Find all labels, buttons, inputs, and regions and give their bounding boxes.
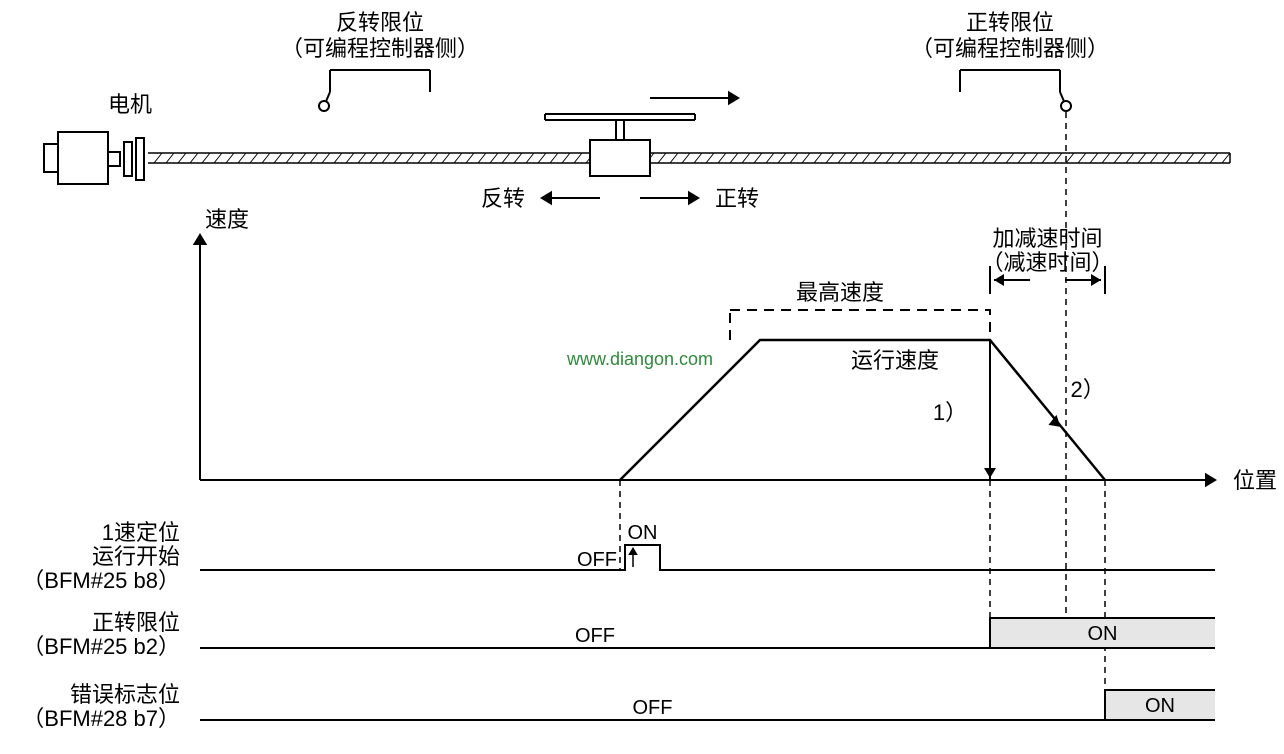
mark-2: 2）: [1071, 377, 1105, 402]
reverse-label: 反转: [481, 186, 525, 211]
max-speed-curve: [730, 310, 990, 340]
mark-1: 1）: [933, 400, 967, 425]
position-axis-label: 位置: [1233, 468, 1277, 493]
motor-label: 电机: [108, 92, 152, 117]
watermark-text: www.diangon.com: [566, 349, 713, 369]
max-speed-label: 最高速度: [796, 280, 884, 305]
limit-subtitle: （可编程控制器侧）: [911, 36, 1109, 61]
carriage-icon: [590, 120, 650, 176]
signal-label: 1速定位: [102, 520, 180, 545]
limit-title: 正转限位: [966, 10, 1054, 35]
decel-label-2: （减速时间）: [981, 250, 1113, 275]
signal-label: 正转限位: [92, 610, 180, 635]
signal-label: （BFM#25 b2）: [22, 634, 180, 659]
off-label: OFF: [575, 625, 615, 647]
run-speed-label: 运行速度: [851, 348, 939, 373]
off-label: OFF: [633, 697, 673, 719]
on-label: ON: [1145, 695, 1175, 717]
signal-label: 运行开始: [92, 544, 180, 569]
limit-title: 反转限位: [336, 10, 424, 35]
signal-label: 错误标志位: [70, 682, 180, 707]
off-label: OFF: [577, 549, 617, 571]
signal-label: （BFM#28 b7）: [22, 706, 180, 731]
motor-icon: [44, 132, 144, 184]
forward-label: 正转: [715, 186, 759, 211]
speed-axis-label: 速度: [205, 207, 249, 232]
on-label: ON: [628, 522, 658, 544]
signal-label: （BFM#25 b8）: [22, 568, 180, 593]
on-label: ON: [1088, 623, 1118, 645]
limit-subtitle: （可编程控制器侧）: [281, 36, 479, 61]
decel-label-1: 加减速时间: [992, 226, 1102, 251]
